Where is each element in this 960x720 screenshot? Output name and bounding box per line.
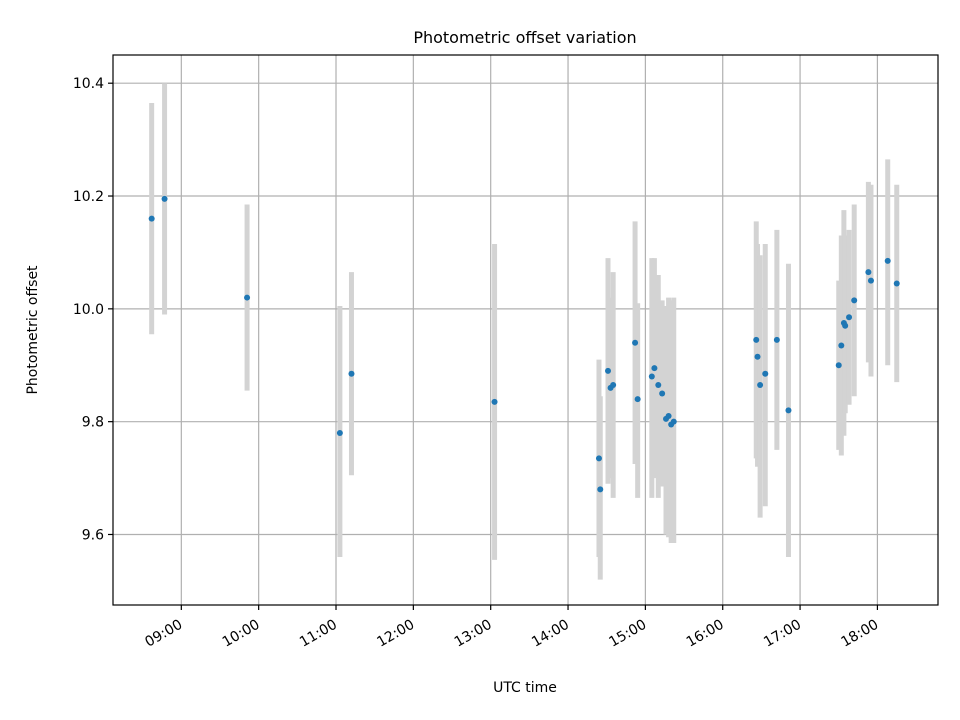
data-point	[634, 396, 641, 403]
data-point	[846, 314, 853, 321]
data-point	[838, 342, 845, 349]
data-point	[597, 486, 604, 493]
data-point	[655, 382, 662, 388]
data-point	[595, 455, 602, 462]
plot-frame	[112, 54, 939, 606]
x-axis-label: UTC time	[493, 680, 557, 696]
data-point	[753, 336, 760, 343]
y-tick-label: 9.8	[82, 415, 104, 431]
data-point	[148, 215, 155, 222]
y-tick-label: 10.0	[73, 302, 104, 318]
data-point	[835, 362, 842, 369]
data-point	[659, 390, 666, 397]
data-point	[893, 280, 900, 287]
data-point	[651, 365, 658, 372]
data-point	[851, 297, 858, 304]
y-tick-label: 9.6	[82, 527, 104, 543]
data-point	[865, 269, 872, 276]
data-point	[648, 373, 655, 380]
data-point	[842, 322, 849, 329]
data-point	[754, 353, 761, 360]
data-point	[605, 367, 611, 374]
grid-layer	[113, 55, 938, 605]
data-point	[757, 382, 764, 388]
data-point	[336, 429, 343, 436]
data-point	[665, 413, 672, 420]
data-point	[491, 398, 498, 405]
data-point	[670, 418, 677, 425]
data-point	[348, 370, 355, 377]
y-tick-label: 10.4	[73, 76, 104, 92]
data-point	[244, 294, 251, 301]
y-tick-label: 10.2	[73, 189, 104, 205]
data-point	[632, 339, 639, 346]
chart-title: Photometric offset variation	[413, 28, 636, 47]
data-point	[773, 336, 780, 343]
data-point	[884, 257, 891, 264]
data-point	[762, 370, 769, 377]
point-layer	[148, 195, 900, 493]
y-axis-label: Photometric offset	[25, 265, 41, 395]
data-point	[610, 382, 617, 388]
data-point	[161, 195, 168, 202]
data-point	[785, 407, 792, 414]
data-point	[867, 277, 874, 284]
